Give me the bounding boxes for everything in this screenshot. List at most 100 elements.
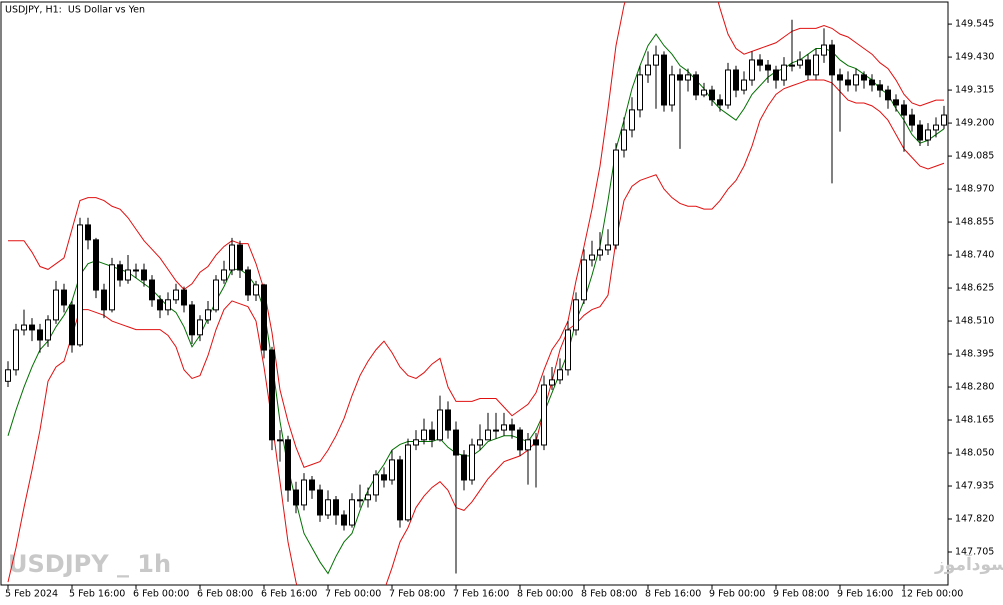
- band-line: [8, 2, 944, 469]
- x-tick-label: 8 Feb 08:00: [581, 589, 637, 600]
- candle-body: [397, 459, 403, 521]
- candle-body: [357, 499, 363, 502]
- candle-body: [789, 64, 795, 67]
- candle-body: [389, 459, 395, 481]
- candle-body: [557, 369, 563, 381]
- candle-body: [885, 89, 891, 101]
- candle-body: [405, 444, 411, 521]
- y-tick-label: 148.970: [955, 184, 994, 195]
- candle-body: [541, 384, 547, 446]
- candle-body: [453, 429, 459, 456]
- candle-body: [325, 499, 331, 516]
- candle-body: [869, 79, 875, 86]
- candle-body: [125, 269, 131, 281]
- candle-body: [373, 474, 379, 496]
- candle-body: [677, 74, 683, 81]
- candle-body: [333, 499, 339, 516]
- candle-body: [725, 69, 731, 106]
- candle-body: [45, 319, 51, 341]
- x-tick-label: 5 Feb 16:00: [69, 589, 125, 600]
- candle-body: [477, 439, 483, 446]
- x-tick-label: 6 Feb 16:00: [261, 589, 317, 600]
- y-tick-label: 147.935: [955, 481, 994, 492]
- y-tick-label: 148.625: [955, 283, 994, 294]
- candle-body: [509, 424, 515, 431]
- candle-body: [757, 59, 763, 66]
- candle-body: [117, 264, 123, 281]
- candle-body: [645, 64, 651, 76]
- candle-body: [925, 129, 931, 141]
- y-tick-label: 148.740: [955, 250, 994, 261]
- candle-body: [437, 409, 443, 441]
- candle-body: [821, 44, 827, 56]
- candle-body: [93, 239, 99, 291]
- candle-body: [909, 114, 915, 126]
- candle-body: [693, 74, 699, 96]
- candle-body: [197, 319, 203, 336]
- candle-body: [133, 269, 139, 272]
- candle-body: [61, 289, 67, 306]
- candle-body: [573, 299, 579, 331]
- candle-body: [85, 224, 91, 241]
- candle-body: [253, 284, 259, 296]
- candle-body: [165, 299, 171, 311]
- candle-body: [613, 149, 619, 246]
- band-line: [7, 33, 945, 575]
- candle-body: [285, 439, 291, 491]
- candle-body: [445, 409, 451, 431]
- candle-body: [701, 89, 707, 96]
- candle-body: [917, 124, 923, 141]
- y-tick-label: 148.050: [955, 448, 994, 459]
- y-tick-label: 147.820: [955, 514, 994, 525]
- candle-body: [669, 74, 675, 106]
- candle-body: [621, 129, 627, 151]
- y-tick-label: 149.545: [955, 19, 994, 30]
- candle-body: [653, 54, 659, 66]
- candle-body: [37, 329, 43, 341]
- y-tick-label: 148.280: [955, 382, 994, 393]
- candle-body: [797, 59, 803, 66]
- candle-body: [469, 444, 475, 481]
- candle-body: [205, 309, 211, 321]
- candle-body: [461, 454, 467, 481]
- chart-title: USDJPY, H1: US Dollar vs Yen: [5, 5, 145, 16]
- candle-body: [293, 489, 299, 506]
- candle-body: [21, 324, 27, 331]
- candle-body: [309, 479, 315, 491]
- candle-body: [813, 54, 819, 76]
- x-tick-label: 7 Feb 00:00: [325, 589, 381, 600]
- x-tick-label: 6 Feb 08:00: [197, 589, 253, 600]
- candle-body: [261, 284, 267, 351]
- x-tick-label: 8 Feb 00:00: [517, 589, 573, 600]
- candle-body: [741, 79, 747, 91]
- candle-body: [589, 254, 595, 261]
- candle-body: [277, 439, 283, 442]
- x-tick-label: 9 Feb 16:00: [837, 589, 893, 600]
- y-tick-label: 148.510: [955, 316, 994, 327]
- candle-body: [549, 379, 555, 386]
- y-tick-label: 148.165: [955, 415, 994, 426]
- candle-body: [237, 244, 243, 271]
- candle-body: [5, 369, 11, 382]
- candle-body: [229, 244, 235, 271]
- y-tick-label: 149.430: [955, 52, 994, 63]
- candle-body: [661, 54, 667, 106]
- candle-body: [805, 59, 811, 76]
- candle-body: [157, 299, 163, 311]
- candle-body: [845, 79, 851, 86]
- candle-body: [765, 64, 771, 71]
- y-tick-label: 149.085: [955, 151, 994, 162]
- candle-body: [709, 89, 715, 101]
- x-tick-label: 6 Feb 00:00: [133, 589, 189, 600]
- candle-body: [141, 269, 147, 281]
- candle-body: [837, 74, 843, 81]
- candle-body: [637, 74, 643, 111]
- candle-body: [901, 104, 907, 116]
- candle-body: [413, 439, 419, 446]
- candle-body: [581, 259, 587, 301]
- candle-body: [29, 324, 35, 331]
- candle-body: [933, 124, 939, 131]
- candle-body: [717, 99, 723, 106]
- candle-body: [493, 429, 499, 432]
